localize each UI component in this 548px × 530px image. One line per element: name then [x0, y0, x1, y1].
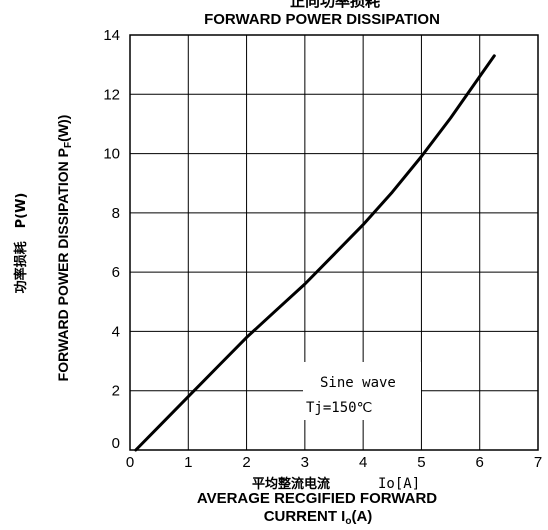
x-axis-label-cn: 平均整流电流	[252, 476, 330, 492]
x-tick-label: 2	[242, 454, 250, 471]
y-axis-label-tail: (W))	[55, 115, 71, 142]
chart-title-top-cn: 正向功率损耗	[290, 0, 380, 10]
y-tick-label: 4	[112, 323, 120, 340]
x-tick-labels: 0 1 2 3 4 5 6 7	[126, 454, 542, 471]
annotation-sine-wave: Sine wave	[320, 375, 396, 391]
x-tick-label: 4	[359, 454, 367, 471]
series-line	[134, 54, 496, 452]
x-tick-label: 0	[126, 454, 134, 471]
y-tick-label: 12	[103, 86, 120, 103]
x-axis-label-line2-a: CURRENT I	[264, 508, 346, 525]
chart-title: FORWARD POWER DISSIPATION	[204, 11, 440, 28]
y-tick-label: 8	[112, 205, 120, 222]
y-tick-label: 14	[103, 27, 120, 44]
series-group	[134, 54, 496, 452]
y-axis-label-main: FORWARD POWER DISSIPATION P	[55, 148, 71, 381]
x-axis-label-line1: AVERAGE RECGIFIED FORWARD	[197, 490, 437, 507]
x-axis-label-line2-sub: o	[345, 516, 351, 527]
y-tick-label: 10	[103, 146, 120, 163]
y-tick-label: 0	[112, 435, 120, 452]
x-tick-label: 6	[476, 454, 484, 471]
x-axis-label-unit: Io[A]	[378, 476, 420, 492]
grid-lines	[130, 35, 538, 450]
y-tick-labels: 0 2 4 6 8 10 12 14	[103, 27, 120, 452]
annotation-tj: Tj=150℃	[306, 400, 372, 416]
x-tick-label: 5	[417, 454, 425, 471]
x-tick-label: 7	[534, 454, 542, 471]
x-tick-label: 1	[184, 454, 192, 471]
annotation-box	[303, 362, 421, 420]
x-tick-label: 3	[301, 454, 309, 471]
x-axis-label-line2-b: (A)	[351, 508, 372, 525]
y-axis-label: FORWARD POWER DISSIPATION PF(W))	[55, 115, 74, 382]
plot-frame	[129, 34, 539, 451]
y-tick-label: 6	[112, 264, 120, 281]
x-axis-label-line2: CURRENT Io(A)	[264, 508, 373, 527]
y-axis-label-cn: 功率损耗 P(W)	[13, 193, 29, 294]
y-axis-label-sub: F	[63, 142, 74, 148]
y-tick-label: 2	[112, 383, 120, 400]
